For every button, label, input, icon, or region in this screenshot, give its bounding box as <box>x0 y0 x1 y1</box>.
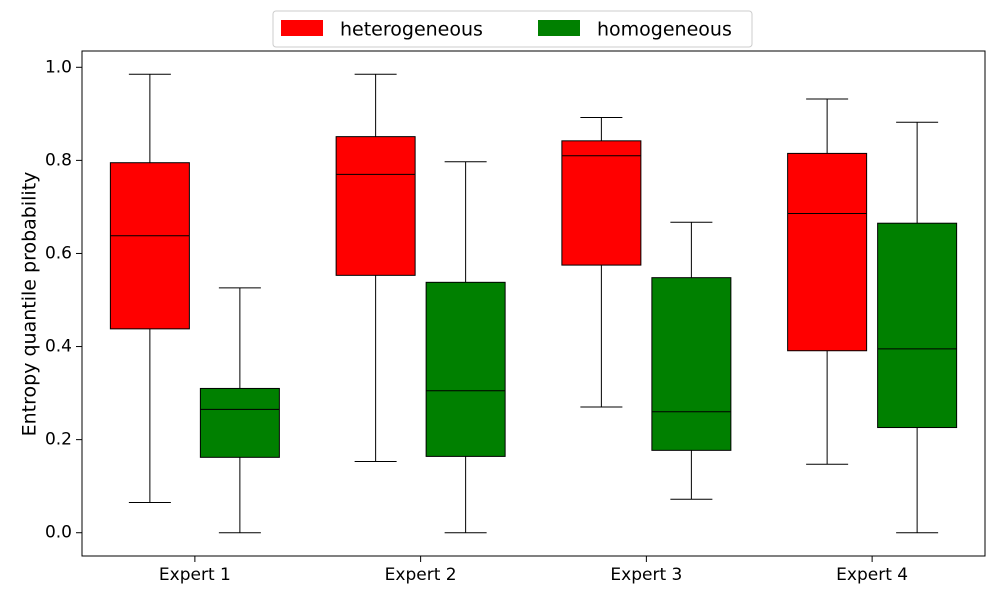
box-homogeneous-1 <box>200 288 279 533</box>
iqr-box <box>562 141 641 265</box>
boxes-layer <box>110 74 956 532</box>
y-tick-label: 0.6 <box>45 243 72 263</box>
legend-swatch <box>281 20 323 36</box>
x-tick-label: Expert 1 <box>159 565 231 585</box>
iqr-box <box>336 137 415 276</box>
iqr-box <box>426 282 505 456</box>
x-axis: Expert 1 Expert 2 Expert 3 Expert 4 <box>159 556 908 585</box>
iqr-box <box>878 223 957 427</box>
iqr-box <box>788 153 867 350</box>
x-tick-label: Expert 3 <box>610 565 682 585</box>
box-homogeneous-3 <box>652 222 731 499</box>
iqr-box <box>652 278 731 451</box>
legend-label: homogeneous <box>597 19 732 41</box>
y-axis: 0.0 0.2 0.4 0.6 0.8 1.0 <box>45 57 82 542</box>
x-tick-label: Expert 4 <box>836 565 908 585</box>
iqr-box <box>200 388 279 457</box>
legend-label: heterogeneous <box>340 19 483 41</box>
box-heterogeneous-1 <box>110 74 189 502</box>
box-homogeneous-4 <box>878 122 957 533</box>
box-homogeneous-2 <box>426 162 505 533</box>
legend: heterogeneous homogeneous <box>273 11 752 47</box>
box-heterogeneous-3 <box>562 118 641 408</box>
iqr-box <box>110 163 189 329</box>
y-tick-label: 0.0 <box>45 523 72 543</box>
box-heterogeneous-2 <box>336 74 415 461</box>
y-tick-label: 0.8 <box>45 150 72 170</box>
y-tick-label: 1.0 <box>45 57 72 77</box>
y-axis-title: Entropy quantile probability <box>19 172 41 437</box>
x-tick-label: Expert 2 <box>385 565 457 585</box>
legend-swatch <box>538 20 580 36</box>
box-plot-chart: 0.00.20.40.60.81.0 Expert 1 Expert 2 Exper… <box>0 0 1000 600</box>
y-tick-label: 0.4 <box>45 337 72 357</box>
box-heterogeneous-4 <box>788 99 867 464</box>
y-tick-label: 0.2 <box>45 430 72 450</box>
